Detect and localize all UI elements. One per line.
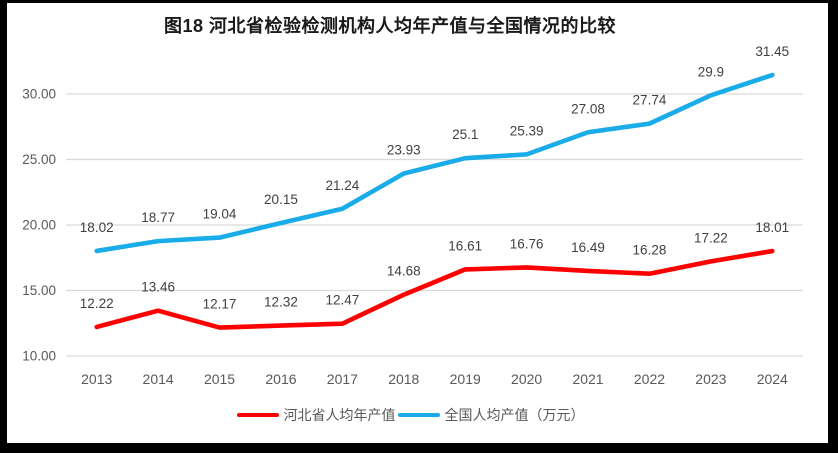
x-axis-tick-label: 2022: [634, 371, 665, 387]
data-label: 12.22: [80, 296, 114, 311]
chart-canvas: [7, 3, 828, 443]
data-label: 16.28: [633, 243, 667, 258]
data-label: 27.74: [633, 93, 667, 108]
data-label: 29.9: [698, 64, 724, 79]
data-label: 12.17: [203, 297, 237, 312]
x-axis-tick-label: 2019: [450, 371, 481, 387]
data-label: 14.68: [387, 264, 421, 279]
x-axis-tick-label: 2015: [204, 371, 235, 387]
data-label: 12.47: [325, 293, 359, 308]
x-axis-tick-label: 2016: [265, 371, 296, 387]
x-axis-tick-label: 2018: [388, 371, 419, 387]
y-axis-tick-label: 15.00: [22, 283, 56, 298]
legend-item-national: 全国人均产值（万元）: [397, 405, 585, 425]
blue-line-swatch: [397, 413, 440, 417]
data-label: 25.1: [452, 127, 478, 142]
series-line-national: [94, 72, 775, 254]
data-label: 16.76: [510, 236, 544, 251]
data-label: 16.61: [448, 238, 482, 253]
data-label: 31.45: [755, 44, 789, 59]
x-axis-tick-label: 2017: [327, 371, 358, 387]
data-label: 18.02: [80, 220, 114, 235]
data-label: 18.77: [141, 210, 175, 225]
x-axis-tick-label: 2013: [81, 371, 112, 387]
legend-item-hebei: 河北省人均年产值: [236, 405, 396, 425]
y-axis-tick-label: 20.00: [22, 218, 56, 233]
x-axis-tick-label: 2024: [757, 371, 788, 387]
data-label: 20.15: [264, 192, 298, 207]
data-label: 25.39: [510, 123, 544, 138]
data-label: 19.04: [203, 207, 237, 222]
data-label: 17.22: [694, 230, 728, 245]
x-axis-tick-label: 2020: [511, 371, 542, 387]
data-label: 13.46: [141, 280, 175, 295]
x-axis-tick-label: 2021: [572, 371, 603, 387]
data-label: 16.49: [571, 240, 605, 255]
red-line-swatch: [236, 413, 279, 417]
chart-title: 图18 河北省检验检测机构人均年产值与全国情况的比较: [163, 16, 617, 36]
data-label: 18.01: [755, 220, 789, 235]
data-label: 27.08: [571, 101, 605, 116]
data-label: 12.32: [264, 295, 298, 310]
y-axis-tick-label: 10.00: [22, 349, 56, 364]
data-label: 21.24: [325, 178, 359, 193]
y-axis-tick-label: 30.00: [22, 87, 56, 102]
x-axis-tick-label: 2023: [695, 371, 726, 387]
legend: 河北省人均年产值 全国人均产值（万元）: [0, 405, 821, 425]
legend-label-national: 全国人均产值（万元）: [444, 407, 585, 423]
legend-label-hebei: 河北省人均年产值: [283, 407, 396, 423]
y-axis-tick-label: 25.00: [22, 152, 56, 167]
x-axis-tick-label: 2014: [143, 371, 174, 387]
series-line-hebei: [94, 248, 775, 330]
data-label: 23.93: [387, 143, 421, 158]
